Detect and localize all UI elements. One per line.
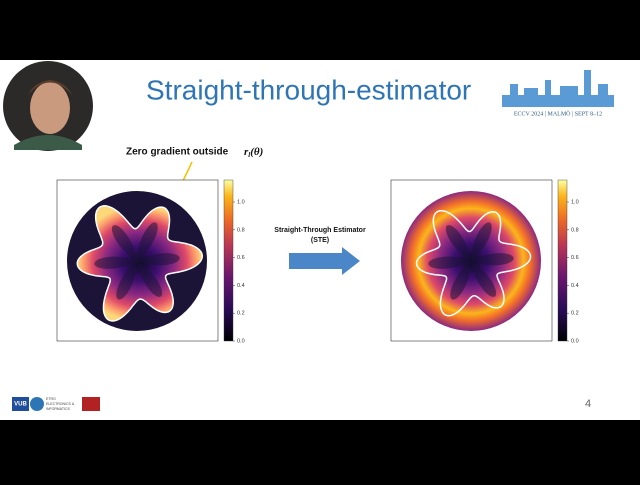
skyline-building bbox=[560, 86, 578, 96]
skyline-base bbox=[502, 95, 614, 107]
etro-logo: ELECTRONICS & bbox=[46, 402, 75, 406]
webcam bbox=[3, 61, 93, 151]
right-plot: 0.0 0.2 0.4 0.6 0.8 1.0 bbox=[390, 179, 579, 344]
dark-star bbox=[94, 222, 180, 300]
colorbar-tick-label: 0.8 bbox=[237, 227, 245, 233]
colorbar-tick-label: 0.6 bbox=[237, 255, 245, 261]
footer-logos: VUB ETRO ELECTRONICS & INFORMATICS bbox=[12, 397, 100, 411]
vub-logo-box bbox=[12, 397, 29, 411]
arrow-label: Straight-Through Estimator bbox=[274, 227, 366, 234]
university-logo bbox=[82, 397, 100, 411]
math-sub: l bbox=[248, 151, 250, 159]
hair bbox=[28, 80, 72, 95]
etro-logo: INFORMATICS bbox=[46, 407, 71, 411]
logo-caption: ECCV 2024 | MALMÖ | SEPT 8–12 bbox=[514, 110, 602, 117]
skyline-building bbox=[545, 80, 551, 96]
colorbar-tick-label: 0.4 bbox=[237, 283, 245, 289]
skyline-building bbox=[510, 84, 518, 96]
colorbar bbox=[223, 179, 234, 342]
math-base: r bbox=[244, 146, 249, 158]
face bbox=[30, 82, 70, 134]
page-number: 4 bbox=[585, 398, 591, 410]
annotation-math: rl(θ) bbox=[244, 146, 263, 159]
colorbar-tick-label: 0.0 bbox=[571, 338, 579, 344]
colorbar-tick-label: 0.8 bbox=[571, 227, 579, 233]
colorbar-tick-label: 0.2 bbox=[237, 311, 245, 317]
colorbar-tick-label: 0.6 bbox=[571, 255, 579, 261]
annotation-text: Zero gradient outside bbox=[126, 147, 229, 158]
dark-star bbox=[428, 222, 514, 300]
arrow-label: (STE) bbox=[311, 237, 329, 244]
etro-logo: ETRO bbox=[46, 397, 56, 401]
ste-arrow bbox=[289, 247, 360, 275]
eccv-logo: ECCV 2024 | MALMÖ | SEPT 8–12 bbox=[502, 70, 614, 117]
colorbar-tick-label: 0.4 bbox=[571, 283, 579, 289]
boundary-curve bbox=[76, 205, 204, 322]
colorbar-tick-label: 0.0 bbox=[237, 338, 245, 344]
skyline-building bbox=[524, 88, 538, 96]
vub-logo: VUB bbox=[14, 402, 27, 408]
colorbar-tick-label: 0.2 bbox=[571, 311, 579, 317]
left-plot: 0.0 0.2 0.4 0.6 0.8 1.0 bbox=[56, 179, 245, 344]
colorbar-tick-label: 1.0 bbox=[571, 199, 579, 205]
colorbar-tick-label: 1.0 bbox=[237, 199, 245, 205]
skyline-building bbox=[598, 84, 608, 96]
colorbar bbox=[557, 179, 568, 342]
shirt bbox=[14, 135, 82, 150]
slide-title: Straight-through-estimator bbox=[146, 74, 471, 105]
skyline-tower bbox=[584, 70, 591, 96]
boundary-curve bbox=[415, 209, 532, 317]
etro-logo-mark bbox=[30, 397, 44, 411]
math-arg: (θ) bbox=[250, 146, 263, 158]
